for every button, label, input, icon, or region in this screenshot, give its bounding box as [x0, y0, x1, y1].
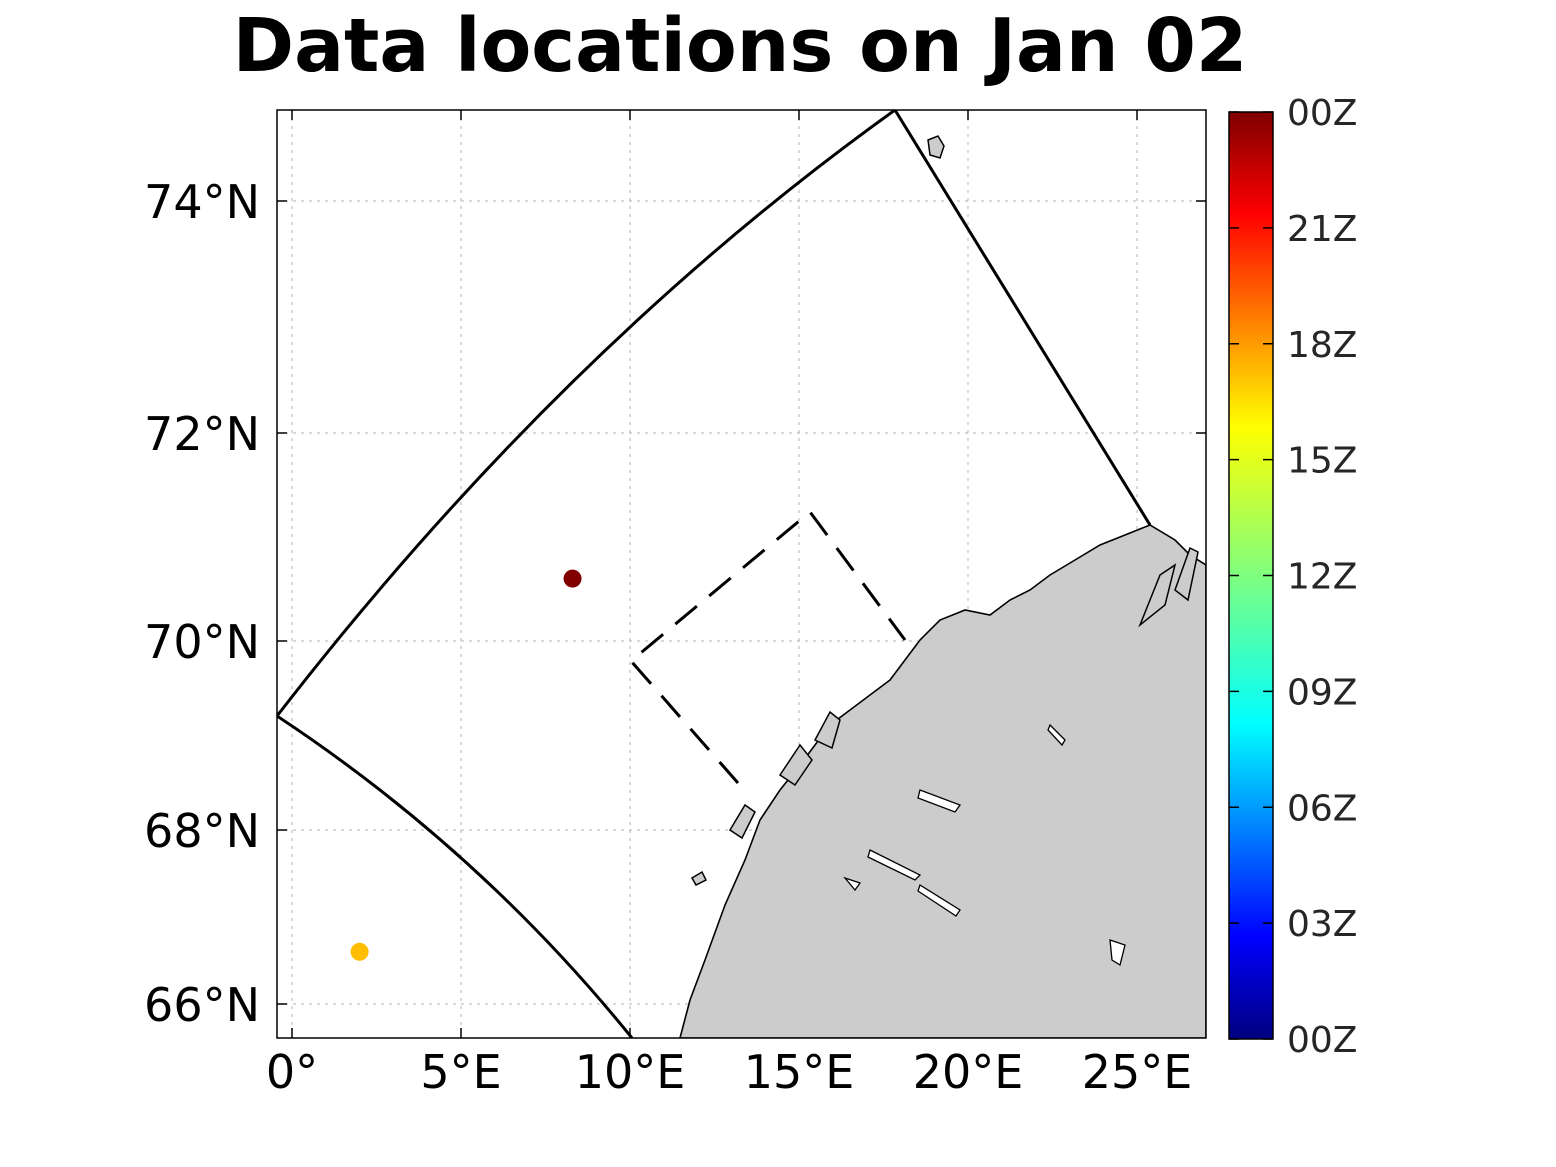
colorbar-label: 06Z	[1287, 788, 1357, 829]
chart-title: Data locations on Jan 02	[232, 3, 1248, 89]
data-points	[350, 569, 582, 961]
x-tick-label: 25°E	[1082, 1045, 1193, 1099]
island-6	[690, 870, 708, 886]
y-tick-label: 72°N	[144, 407, 260, 461]
colorbar-label: 00Z	[1287, 1020, 1357, 1061]
colorbar-label: 00Z	[1287, 93, 1357, 134]
colorbar-label: 03Z	[1287, 904, 1357, 945]
data-point	[563, 569, 582, 588]
domain-outline	[277, 110, 1152, 1038]
x-tick-label: 10°E	[575, 1045, 686, 1099]
colorbar-label: 21Z	[1287, 209, 1357, 250]
colorbar-label: 18Z	[1287, 325, 1357, 366]
island-3	[1138, 563, 1177, 628]
grid-lines	[277, 110, 1206, 1038]
y-tick-label: 74°N	[144, 175, 260, 229]
y-axis-labels: 66°N 68°N 70°N 72°N 74°N	[144, 175, 260, 1032]
x-axis-labels: 0° 5°E 10°E 15°E 20°E 25°E	[266, 1045, 1192, 1099]
colorbar-label: 15Z	[1287, 441, 1357, 482]
colorbar-label: 12Z	[1287, 557, 1357, 598]
island-5	[728, 803, 756, 840]
x-tick-label: 5°E	[420, 1045, 501, 1099]
island-2	[778, 743, 813, 787]
y-tick-label: 70°N	[144, 615, 260, 669]
y-tick-label: 68°N	[144, 804, 260, 858]
x-tick-label: 0°	[266, 1045, 318, 1099]
y-tick-label: 66°N	[144, 978, 260, 1032]
island-1	[813, 710, 841, 750]
plot-frame	[276, 109, 1207, 1039]
lakes	[843, 723, 1126, 967]
island-4	[1174, 546, 1199, 602]
inner-dashed-box	[628, 509, 907, 784]
svalbard-island	[927, 135, 945, 159]
x-tick-label: 20°E	[913, 1045, 1024, 1099]
colorbar-labels: 00Z 03Z 06Z 09Z 12Z 15Z 18Z 21Z 00Z	[1229, 93, 1357, 1061]
colorbar-label: 09Z	[1287, 672, 1357, 713]
data-point	[350, 942, 369, 961]
x-tick-label: 15°E	[744, 1045, 855, 1099]
norway-coast-land	[679, 524, 1206, 1038]
